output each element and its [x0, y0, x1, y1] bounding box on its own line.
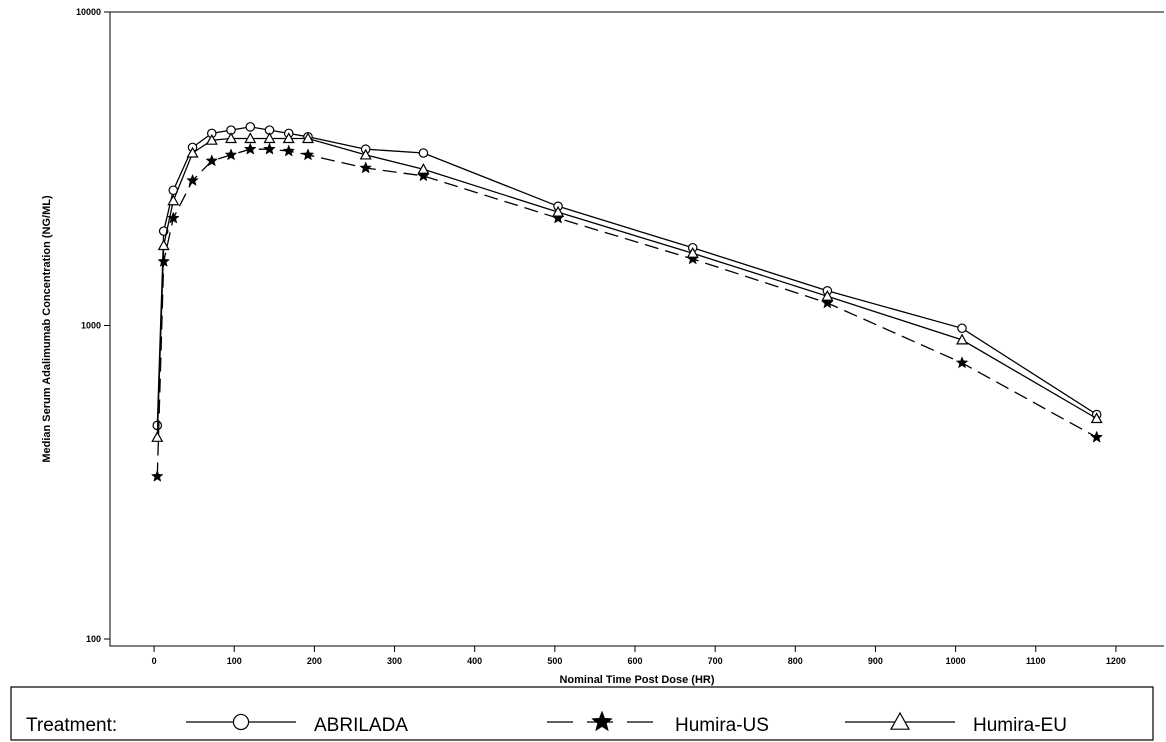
x-tick-label: 500: [547, 656, 562, 666]
x-tick-label: 200: [307, 656, 322, 666]
data-point-triangle: [359, 148, 372, 160]
series-line: [156, 126, 1098, 426]
data-point-star: [1090, 430, 1104, 443]
data-point-triangle: [167, 194, 180, 206]
data-point-triangle: [889, 711, 911, 730]
data-point-triangle: [821, 289, 834, 301]
data-point-star: [263, 142, 276, 155]
x-tick-label: 1000: [946, 656, 966, 666]
data-point-triangle: [205, 133, 218, 145]
x-tick-label: 900: [868, 656, 883, 666]
plot-area: [109, 11, 1164, 647]
legend-item: ABRILADA: [186, 713, 408, 736]
x-axis-title: Nominal Time Post Dose (HR): [559, 674, 714, 686]
legend-label: ABRILADA: [314, 715, 408, 736]
legend-frame: [10, 686, 1154, 741]
series-humira-eu: [151, 132, 1103, 442]
data-point-triangle: [151, 431, 164, 442]
data-point-star: [186, 173, 199, 186]
x-tick-label: 100: [227, 656, 242, 666]
series-humira-us: [150, 142, 1104, 482]
y-tick-label: 1000: [81, 321, 101, 331]
data-point-circle: [957, 323, 967, 334]
x-tick-label: 300: [387, 656, 402, 666]
data-point-star: [820, 296, 834, 309]
series-layer: [150, 122, 1104, 482]
data-point-star: [150, 469, 164, 482]
plot-frame: [109, 11, 1164, 647]
data-point-star: [359, 161, 373, 174]
data-point-triangle: [955, 333, 969, 345]
x-tick-label: 1200: [1106, 656, 1126, 666]
x-tick-label: 800: [788, 656, 803, 666]
data-point-circle: [245, 122, 256, 132]
y-tick-label: 100: [86, 634, 101, 644]
data-point-star: [166, 211, 180, 224]
data-point-triangle: [1090, 412, 1103, 424]
data-point-triangle: [225, 132, 238, 144]
x-tick-label: 1100: [1026, 656, 1046, 666]
series-line: [156, 148, 1098, 477]
data-point-star: [224, 148, 238, 161]
data-point-star: [205, 154, 219, 167]
data-point-triangle: [686, 247, 699, 258]
data-point-triangle: [263, 132, 276, 144]
series-line: [156, 137, 1098, 438]
data-point-triangle: [301, 132, 314, 144]
data-point-triangle: [186, 146, 199, 158]
y-axis: 100 1000 10000: [76, 7, 110, 644]
data-point-circle: [418, 148, 429, 158]
data-point-circle: [232, 713, 250, 731]
series-abrilada: [152, 122, 1102, 431]
data-point-triangle: [244, 132, 257, 144]
legend-item: Humira-US: [547, 710, 769, 736]
data-point-triangle: [552, 205, 565, 217]
data-point-star: [282, 144, 296, 157]
data-point-star: [243, 142, 257, 155]
legend-title: Treatment:: [26, 715, 117, 736]
data-point-triangle: [417, 163, 430, 174]
x-tick-label: 700: [708, 656, 723, 666]
legend: Treatment: ABRILADA Humira-US Humira-EU: [10, 686, 1154, 741]
x-axis: 0 100 200 300 400 500 600 700 800 900 1000 1100 1200: [152, 646, 1126, 666]
data-point-star: [591, 710, 613, 732]
x-tick-label: 600: [627, 656, 642, 666]
x-tick-label: 0: [152, 656, 157, 666]
data-point-star: [417, 169, 430, 182]
legend-items: ABRILADA Humira-US Humira-EU: [186, 710, 1067, 736]
data-point-triangle: [282, 132, 295, 144]
legend-label: Humira-EU: [973, 715, 1067, 736]
x-tick-label: 400: [467, 656, 482, 666]
data-point-triangle: [157, 239, 170, 251]
legend-label: Humira-US: [675, 715, 769, 736]
y-tick-label: 10000: [76, 7, 101, 17]
legend-item: Humira-EU: [845, 711, 1067, 736]
y-axis-title: Median Serum Adalimumab Concentration (N…: [41, 195, 53, 463]
data-point-star: [955, 356, 969, 369]
data-point-star: [301, 148, 315, 161]
